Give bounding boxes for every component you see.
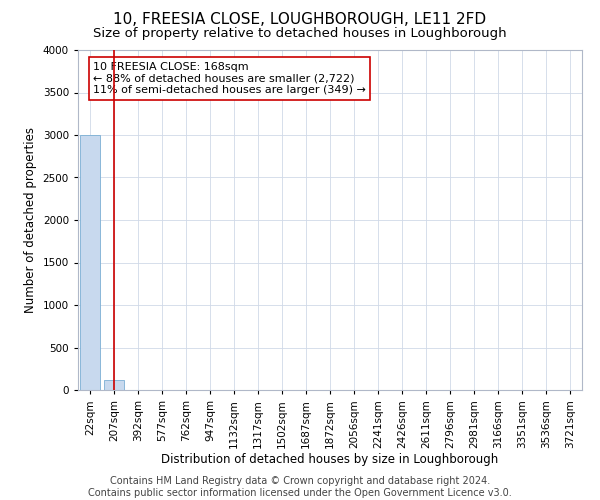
Bar: [104, 380, 124, 390]
X-axis label: Distribution of detached houses by size in Loughborough: Distribution of detached houses by size …: [161, 454, 499, 466]
Text: 10, FREESIA CLOSE, LOUGHBOROUGH, LE11 2FD: 10, FREESIA CLOSE, LOUGHBOROUGH, LE11 2F…: [113, 12, 487, 28]
Text: Size of property relative to detached houses in Loughborough: Size of property relative to detached ho…: [93, 28, 507, 40]
Text: 10 FREESIA CLOSE: 168sqm
← 88% of detached houses are smaller (2,722)
11% of sem: 10 FREESIA CLOSE: 168sqm ← 88% of detach…: [93, 62, 366, 95]
Text: Contains HM Land Registry data © Crown copyright and database right 2024.
Contai: Contains HM Land Registry data © Crown c…: [88, 476, 512, 498]
Bar: [80, 135, 100, 390]
Y-axis label: Number of detached properties: Number of detached properties: [24, 127, 37, 313]
